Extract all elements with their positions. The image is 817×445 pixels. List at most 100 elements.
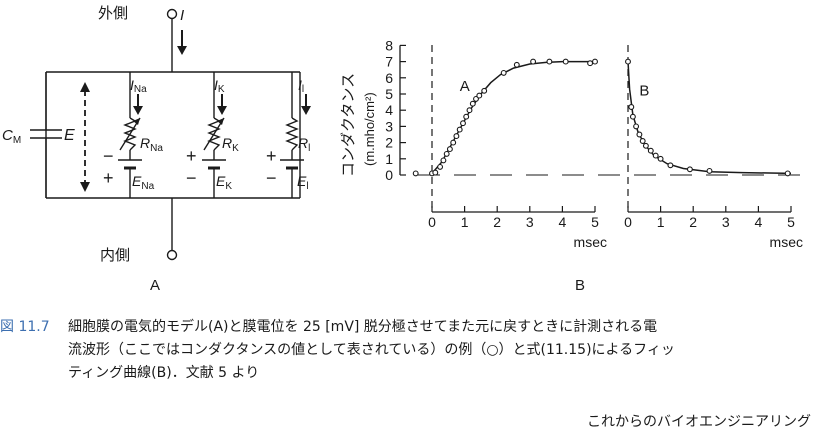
x-tick-label: 4 xyxy=(559,214,567,230)
battery-na-sign-top: − xyxy=(103,146,114,166)
figure-caption: 図 11.7 細胞膜の電気的モデル(A)と膜電位を 25 [mV] 脱分極させてま… xyxy=(0,316,817,385)
x-tick-label: 5 xyxy=(591,214,599,230)
book-title-footer: これからのバイオエンジニアリング xyxy=(587,414,811,430)
data-point-a xyxy=(453,133,460,140)
y-tick-label: 5 xyxy=(385,86,393,102)
data-point-b xyxy=(647,147,654,154)
data-point-b xyxy=(686,166,693,173)
data-point-a xyxy=(456,126,463,133)
y-tick-label: 1 xyxy=(385,151,393,167)
data-point-a xyxy=(443,150,450,157)
x-axis-unit-label: msec xyxy=(770,234,803,250)
y-tick-label: 2 xyxy=(385,135,393,151)
resistor-na-label: RNa xyxy=(140,135,163,154)
current-na-label: INa xyxy=(130,77,147,95)
battery-l-label: El xyxy=(297,173,309,192)
resistor-l-label: Rl xyxy=(298,135,310,154)
battery-k-sign-top: + xyxy=(186,146,197,166)
y-tick-label: 0 xyxy=(385,167,393,183)
data-point-a xyxy=(587,60,594,67)
y-tick-label: 4 xyxy=(385,102,393,118)
data-point-a xyxy=(437,163,444,170)
inside-label: 内側 xyxy=(100,246,130,264)
branch-na: INa RNa ENa − + xyxy=(103,77,163,192)
data-point-b xyxy=(657,155,664,162)
outside-terminal xyxy=(166,8,178,20)
data-point-a xyxy=(500,69,507,76)
data-point-a xyxy=(432,169,439,176)
x-tick-label: 1 xyxy=(657,214,665,230)
current-k-label: IK xyxy=(214,77,225,95)
x-tick-label: 4 xyxy=(755,214,763,230)
data-point-a xyxy=(460,120,466,127)
data-point-a xyxy=(562,58,569,65)
caption-line-2: 流波形（ここではコンダクタンスの値として表されている）の例（○）と式(11.15… xyxy=(68,342,675,358)
fit-curve-a xyxy=(431,60,595,174)
data-point-a xyxy=(440,157,447,164)
x-tick-label: 2 xyxy=(689,214,697,230)
y-tick-label: 8 xyxy=(385,37,393,53)
panel-a-label: A xyxy=(150,277,160,294)
data-point-a xyxy=(412,170,419,177)
data-point-b xyxy=(642,142,649,149)
battery-na-label: ENa xyxy=(132,173,155,192)
data-point-a xyxy=(450,139,457,146)
data-point-a xyxy=(466,107,473,114)
total-current-label: I xyxy=(180,7,184,24)
data-point-a xyxy=(469,100,476,107)
data-point-a xyxy=(513,61,520,68)
caption-line-1: 細胞膜の電気的モデル(A)と膜電位を 25 [mV] 脱分極させてまた元に戻すと… xyxy=(68,319,658,335)
data-point-b xyxy=(667,162,674,169)
branch-k: IK RK EK + − xyxy=(186,77,239,192)
data-point-a xyxy=(481,87,488,94)
figure-number: 図 11.7 xyxy=(0,319,50,335)
battery-l-sign-bottom: − xyxy=(266,168,277,188)
x-tick-label: 1 xyxy=(461,214,469,230)
y-tick-label: 7 xyxy=(385,54,393,70)
data-point-b xyxy=(625,58,631,65)
capacitor-label: CM xyxy=(2,127,21,146)
data-point-b xyxy=(636,131,643,138)
branch-l: Il Rl El + − xyxy=(266,77,310,192)
y-axis-label: コンダクタンス xyxy=(339,73,357,177)
x-tick-label: 3 xyxy=(526,214,534,230)
battery-k-sign-bottom: − xyxy=(186,168,197,188)
x-tick-label: 2 xyxy=(493,214,501,230)
data-point-b xyxy=(652,152,659,159)
x-tick-label: 0 xyxy=(428,214,436,230)
data-points xyxy=(412,58,791,177)
data-point-a xyxy=(476,92,483,99)
x-tick-label: 3 xyxy=(722,214,730,230)
y-axis-unit: (m.mho/cm²) xyxy=(362,92,377,166)
data-point-a xyxy=(446,146,453,153)
data-point-b xyxy=(639,138,646,144)
resistor-k-label: RK xyxy=(222,135,239,154)
data-point-a xyxy=(463,113,470,120)
x-tick-label: 0 xyxy=(624,214,632,230)
fit-curve-b xyxy=(627,61,792,175)
data-point-a xyxy=(592,58,598,65)
caption-line-3: ティング曲線(B)．文献 5 より xyxy=(68,365,260,381)
y-tick-label: 6 xyxy=(385,70,393,86)
segment-label-a: A xyxy=(460,78,470,95)
x-tick-label: 5 xyxy=(787,214,795,230)
outside-label: 外側 xyxy=(98,4,128,22)
voltage-label: E xyxy=(64,127,75,144)
battery-na-sign-bottom: + xyxy=(103,168,114,188)
x-axis-unit-label: msec xyxy=(574,234,607,250)
figure: 外側 内側 I CM E INa RNa ENa − + IK RK EK + … xyxy=(2,4,808,294)
circuit-diagram xyxy=(30,8,311,261)
data-point-b xyxy=(628,104,635,110)
data-point-b xyxy=(633,123,640,130)
data-point-a xyxy=(546,58,553,65)
current-l-label: Il xyxy=(298,77,304,95)
data-point-a xyxy=(530,58,537,65)
inside-terminal xyxy=(166,249,178,261)
data-point-b xyxy=(629,113,636,120)
panel-b-label: B xyxy=(575,277,585,294)
y-tick-label: 3 xyxy=(385,118,393,134)
battery-l-sign-top: + xyxy=(266,146,277,166)
